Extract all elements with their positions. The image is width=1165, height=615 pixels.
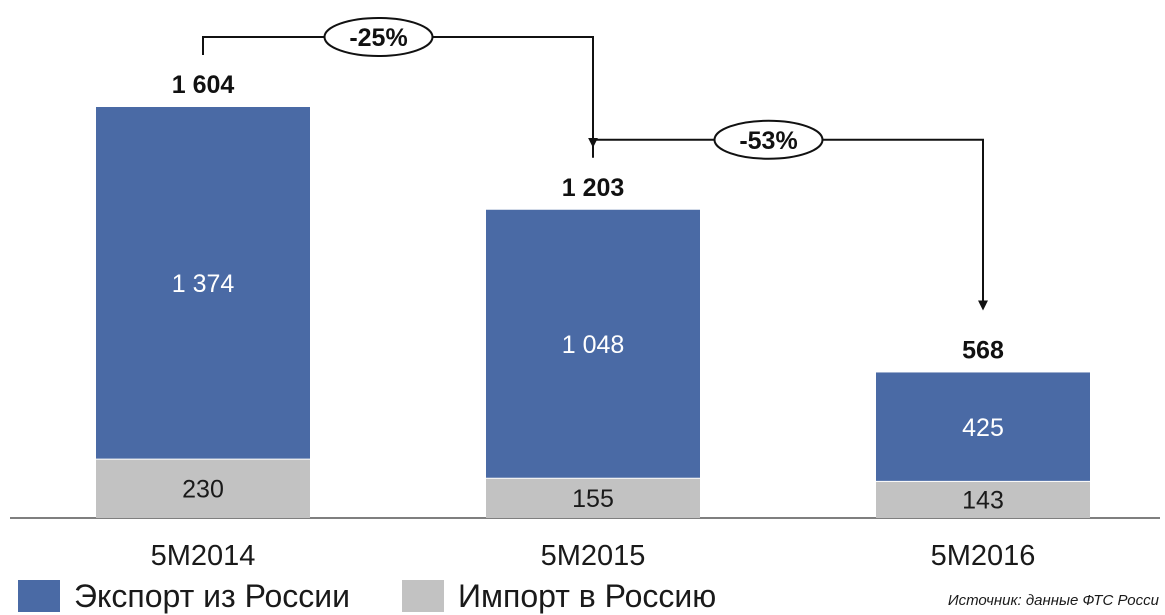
total-label-5M2015: 1 203: [562, 174, 625, 202]
bar-import-5M2015: [486, 478, 700, 518]
legend-item-import: Импорт в Россию: [402, 577, 717, 614]
chart: 230 1 374 1 604 5M2014 155 1 048 1 203 5M2015 14…: [10, 17, 1160, 572]
bar-export-5M2016: [876, 372, 1090, 482]
x-tick-label-5M2014: 5M2014: [151, 540, 256, 572]
data-label-import-5M2015: 155: [572, 485, 614, 513]
bar-export-5M2014: [96, 107, 310, 460]
bar-import-5M2016: [876, 481, 1090, 518]
legend-label-export: Экспорт из России: [74, 577, 351, 614]
total-label-5M2014: 1 604: [172, 71, 235, 99]
data-label-import-5M2016: 143: [962, 487, 1004, 515]
change-bubble-1: [323, 17, 434, 57]
change-label-1: -25%: [349, 24, 407, 52]
bar-import-5M2014: [96, 459, 310, 518]
total-label-5M2016: 568: [962, 336, 1004, 364]
data-label-export-5M2015: 1 048: [562, 331, 625, 359]
legend-item-export: Экспорт из России: [18, 577, 351, 614]
x-tick-label-5M2016: 5M2016: [931, 540, 1036, 572]
change-bubble-2: [713, 119, 824, 160]
change-label-2: -53%: [739, 127, 797, 155]
legend-swatch-import: [402, 580, 444, 612]
legend-label-import: Импорт в Россию: [458, 577, 717, 614]
x-tick-label-5M2015: 5M2015: [541, 540, 646, 572]
data-label-export-5M2016: 425: [962, 414, 1004, 442]
legend-swatch-export: [18, 580, 60, 612]
bar-export-5M2015: [486, 209, 700, 479]
legend: Экспорт из России Импорт в Россию: [0, 576, 1165, 614]
data-label-import-5M2014: 230: [182, 476, 224, 504]
data-label-export-5M2014: 1 374: [172, 270, 235, 298]
source-note: Источник: данные ФТС Росси: [947, 592, 1159, 609]
